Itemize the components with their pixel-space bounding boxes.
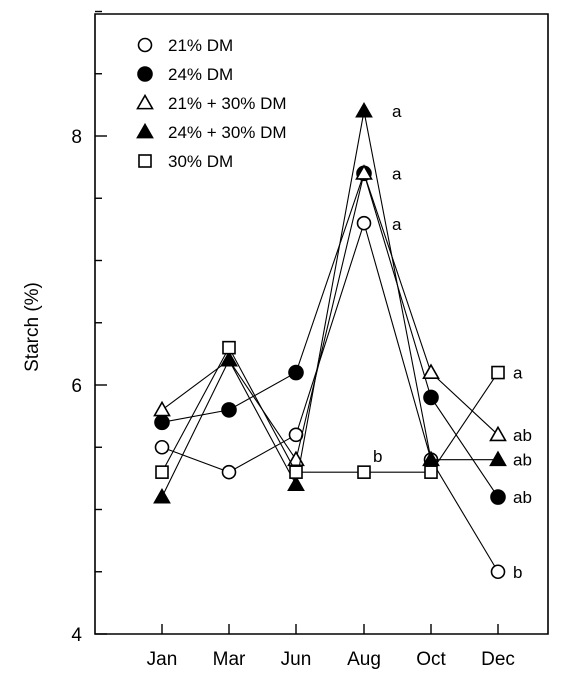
significance-label: a: [392, 102, 402, 121]
legend-marker: [138, 154, 152, 168]
data-point: [424, 465, 438, 479]
legend-label: 24% + 30% DM: [168, 123, 287, 142]
data-point: [154, 414, 170, 431]
data-point: [357, 465, 371, 479]
data-point: [288, 427, 304, 443]
series-line: [161, 221, 499, 573]
data-point: [423, 389, 439, 406]
series-line: [161, 171, 499, 498]
data-point: [490, 564, 506, 580]
legend: 21% DM 24% DM 21% + 30% DM 24% + 30% DM 30% …: [136, 36, 287, 171]
data-point: [355, 164, 373, 180]
y-axis-title: Starch (%): [22, 282, 43, 372]
series-21-dm: b: [154, 215, 522, 582]
data-point: [422, 363, 440, 379]
data-point: [490, 489, 506, 505]
data-point: [221, 402, 237, 418]
data-point: [489, 450, 507, 467]
series-30-dm: a: [155, 340, 523, 479]
data-point: [489, 425, 507, 442]
legend-label: 21% + 30% DM: [168, 94, 287, 113]
data-point: [355, 101, 373, 118]
y-tick-labels: 4 6 8: [71, 127, 82, 646]
legend-marker: [137, 66, 153, 82]
legend-label: 21% DM: [168, 36, 233, 55]
data-point: [155, 465, 169, 479]
x-tick-labels: Jan Mar Jun Aug Oct Dec: [147, 649, 515, 670]
data-point: [287, 475, 305, 492]
series-24-dm: ab: [154, 165, 532, 507]
data-point: [154, 439, 170, 455]
data-point: [356, 215, 372, 231]
significance-label: b: [373, 447, 382, 466]
series-line: [161, 171, 499, 462]
legend-marker: [136, 122, 154, 139]
x-tick-label: Jan: [147, 649, 178, 670]
significance-label: a: [513, 364, 523, 383]
data-point: [153, 400, 171, 417]
data-point: [289, 465, 303, 479]
y-tick-label: 4: [71, 625, 82, 646]
x-tick-label: Dec: [481, 649, 515, 670]
y-tick-label: 6: [71, 376, 82, 397]
legend-marker: [137, 37, 153, 53]
x-tick-label: Mar: [213, 649, 246, 670]
series-24-30-dm: ab: [153, 101, 532, 504]
y-tick-label: 8: [71, 127, 82, 148]
data-point: [422, 450, 440, 467]
significance-label: a: [392, 164, 402, 183]
data-point: [288, 364, 304, 381]
series-line: [161, 110, 498, 498]
significance-label: ab: [513, 426, 532, 445]
axes: [94, 10, 549, 635]
legend-label: 30% DM: [168, 152, 233, 171]
x-tick-label: Aug: [347, 649, 381, 670]
data-point: [222, 340, 236, 355]
legend-marker: [136, 93, 154, 110]
significance-label: ab: [513, 488, 532, 507]
legend-label: 24% DM: [168, 65, 233, 84]
x-tick-label: Oct: [416, 649, 446, 670]
series-21-30-dm: ab: [153, 164, 532, 467]
plot-frame: [94, 13, 549, 635]
data-point: [153, 487, 171, 504]
significance-label: ab: [513, 451, 532, 470]
annotations-layer: a a a b: [373, 102, 402, 466]
data-point: [491, 365, 505, 380]
x-tick-label: Jun: [281, 649, 312, 670]
significance-label: a: [392, 215, 402, 234]
series-line: [161, 346, 499, 473]
significance-label: b: [513, 563, 522, 582]
data-point: [221, 464, 237, 480]
data-point: [220, 350, 238, 367]
